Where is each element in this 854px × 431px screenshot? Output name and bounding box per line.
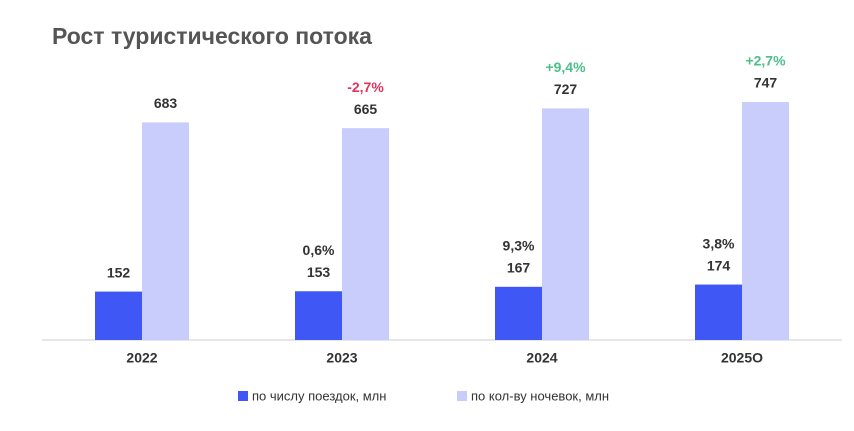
x-tick-label: 2022 xyxy=(126,350,157,366)
growth-label: -2,7% xyxy=(347,79,384,95)
bar xyxy=(695,284,742,340)
bar xyxy=(342,128,389,340)
data-label: 665 xyxy=(354,101,378,117)
bar xyxy=(142,122,189,340)
data-label: 747 xyxy=(754,75,778,91)
data-label: 683 xyxy=(154,95,178,111)
chart-title: Рост туристического потока xyxy=(52,23,372,49)
legend-label: по кол-ву ночевок, млн xyxy=(471,388,609,403)
legend-swatch xyxy=(457,391,467,401)
growth-label: 0,6% xyxy=(303,242,335,258)
x-tick-label: 2025О xyxy=(721,350,763,366)
growth-label: 9,3% xyxy=(503,237,535,253)
x-tick-label: 2024 xyxy=(526,350,557,366)
data-label: 727 xyxy=(554,81,578,97)
bar xyxy=(742,102,789,340)
data-label: 152 xyxy=(107,264,131,280)
bar xyxy=(495,286,542,340)
legend-swatch xyxy=(238,391,248,401)
legend-label: по числу поездок, млн xyxy=(252,388,386,403)
bar xyxy=(542,108,589,340)
data-label: 174 xyxy=(707,257,731,273)
bar xyxy=(95,291,142,340)
x-tick-label: 2023 xyxy=(326,350,357,366)
growth-label: 3,8% xyxy=(703,235,735,251)
bar xyxy=(295,291,342,340)
growth-label: +2,7% xyxy=(745,53,786,69)
data-label: 153 xyxy=(307,264,331,280)
data-label: 167 xyxy=(507,259,531,275)
growth-label: +9,4% xyxy=(545,59,586,75)
